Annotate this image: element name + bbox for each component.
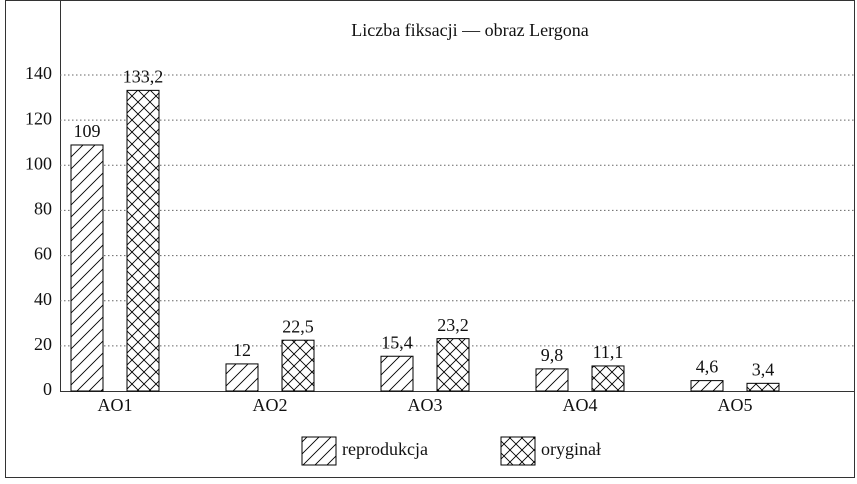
bar — [225, 363, 259, 392]
legend-label: reprodukcja — [342, 439, 428, 459]
value-label: 22,5 — [282, 316, 314, 336]
x-tick-label: AO5 — [718, 395, 753, 415]
bar — [281, 339, 315, 392]
x-tick-label: AO2 — [253, 395, 288, 415]
legend-swatch — [500, 436, 536, 466]
value-label: 4,6 — [696, 357, 719, 377]
bar — [690, 380, 724, 392]
value-label: 23,2 — [437, 315, 469, 335]
value-label: 3,4 — [752, 359, 775, 379]
legend-swatch — [301, 436, 337, 466]
value-label: 109 — [74, 121, 101, 141]
x-tick-label: AO4 — [563, 395, 598, 415]
x-tick-label: AO3 — [408, 395, 443, 415]
bar — [380, 355, 414, 392]
y-tick-label: 60 — [34, 244, 52, 264]
bar — [746, 382, 780, 392]
y-tick-label: 0 — [43, 379, 52, 399]
y-tick-label: 100 — [25, 153, 52, 173]
y-tick-label: 140 — [25, 63, 52, 83]
legend-label: oryginał — [541, 439, 601, 459]
value-label: 11,1 — [593, 342, 624, 362]
y-tick-label: 120 — [25, 108, 52, 128]
bar — [436, 338, 470, 392]
frame — [5, 0, 855, 478]
bar — [126, 89, 160, 392]
y-tick-label: 20 — [34, 334, 52, 354]
value-label: 9,8 — [541, 345, 564, 365]
bar — [70, 144, 104, 392]
bar — [591, 365, 625, 392]
y-tick-label: 40 — [34, 289, 52, 309]
value-label: 12 — [233, 340, 251, 360]
y-tick-label: 80 — [34, 199, 52, 219]
bar — [535, 368, 569, 392]
value-label: 133,2 — [123, 66, 164, 86]
x-tick-label: AO1 — [98, 395, 133, 415]
value-label: 15,4 — [381, 332, 413, 352]
chart-title: Liczba fiksacji — obraz Lergona — [351, 20, 589, 40]
